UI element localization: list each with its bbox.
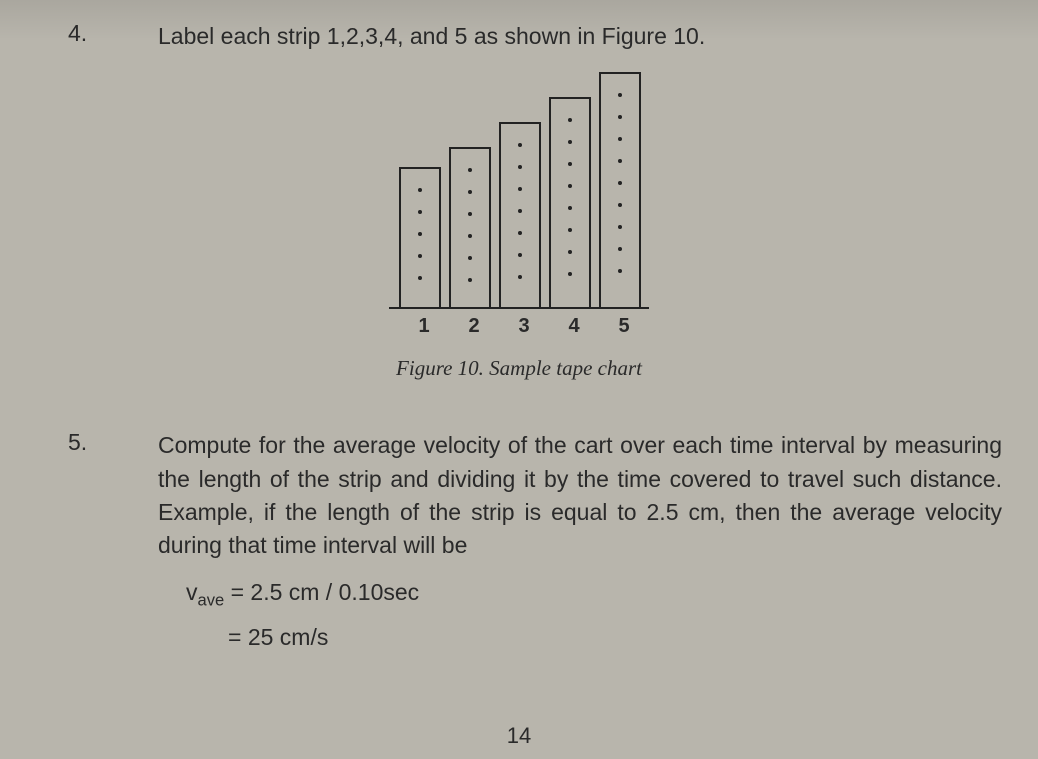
page-number: 14 (0, 723, 1038, 749)
tape-dot (468, 212, 472, 216)
tape-strip-2 (449, 147, 491, 307)
question-4-number: 4. (30, 20, 158, 47)
tape-dot (468, 256, 472, 260)
strip-label-2: 2 (449, 315, 499, 338)
formula-rhs-1: = 2.5 cm / 0.10sec (224, 579, 419, 605)
tape-dot (518, 231, 522, 235)
tape-dot (468, 234, 472, 238)
tape-dot (418, 232, 422, 236)
tape-dot (468, 278, 472, 282)
tape-dot (418, 188, 422, 192)
tape-dot (518, 165, 522, 169)
question-4-row: 4. Label each strip 1,2,3,4, and 5 as sh… (30, 20, 1008, 53)
tape-dot (568, 118, 572, 122)
tape-dot (518, 143, 522, 147)
tape-dot (618, 93, 622, 97)
tape-dot (618, 203, 622, 207)
tape-dot (618, 269, 622, 273)
question-5-number: 5. (30, 429, 158, 456)
tape-dot (568, 184, 572, 188)
tape-dot (418, 210, 422, 214)
tape-dot (568, 228, 572, 232)
tape-dot (568, 206, 572, 210)
page: 4. Label each strip 1,2,3,4, and 5 as sh… (0, 0, 1038, 759)
question-5-body: Compute for the average velocity of the … (158, 429, 1008, 659)
strip-label-3: 3 (499, 315, 549, 338)
tape-dot (518, 275, 522, 279)
strip-label-4: 4 (549, 315, 599, 338)
tape-dot (618, 137, 622, 141)
tape-dot (618, 115, 622, 119)
tape-strip-5 (599, 72, 641, 307)
formula-sub: ave (198, 590, 225, 609)
tape-dot (418, 254, 422, 258)
tape-strip-4 (549, 97, 591, 307)
tape-chart-labels: 12345 (389, 315, 649, 338)
tape-dot (568, 162, 572, 166)
tape-chart (389, 67, 649, 309)
formula-line-1: vave = 2.5 cm / 0.10sec (186, 571, 1002, 616)
tape-dot (618, 181, 622, 185)
formula-v: v (186, 579, 198, 605)
tape-strip-1 (399, 167, 441, 307)
tape-strip-3 (499, 122, 541, 307)
tape-dot (618, 225, 622, 229)
strip-label-1: 1 (399, 315, 449, 338)
tape-chart-wrap: 12345 Figure 10. Sample tape chart (30, 67, 1008, 381)
formula-line-2: = 25 cm/s (186, 616, 1002, 660)
strip-label-5: 5 (599, 315, 649, 338)
question-5-text: Compute for the average velocity of the … (158, 432, 1002, 558)
tape-dot (518, 253, 522, 257)
figure-caption: Figure 10. Sample tape chart (396, 356, 642, 381)
tape-dot (568, 272, 572, 276)
question-5-row: 5. Compute for the average velocity of t… (30, 429, 1008, 659)
tape-dot (518, 187, 522, 191)
tape-dot (518, 209, 522, 213)
formula-block: vave = 2.5 cm / 0.10sec = 25 cm/s (158, 571, 1002, 660)
tape-dot (568, 140, 572, 144)
question-4-text: Label each strip 1,2,3,4, and 5 as shown… (158, 20, 1008, 53)
tape-dot (418, 276, 422, 280)
tape-dot (468, 168, 472, 172)
tape-dot (468, 190, 472, 194)
tape-dot (618, 159, 622, 163)
tape-dot (618, 247, 622, 251)
tape-dot (568, 250, 572, 254)
